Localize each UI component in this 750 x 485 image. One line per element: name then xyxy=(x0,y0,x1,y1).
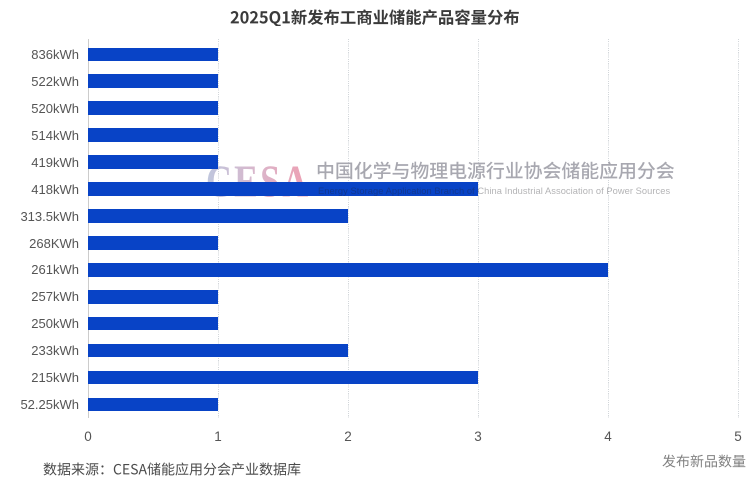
svg-text:CESA: CESA xyxy=(206,160,308,202)
